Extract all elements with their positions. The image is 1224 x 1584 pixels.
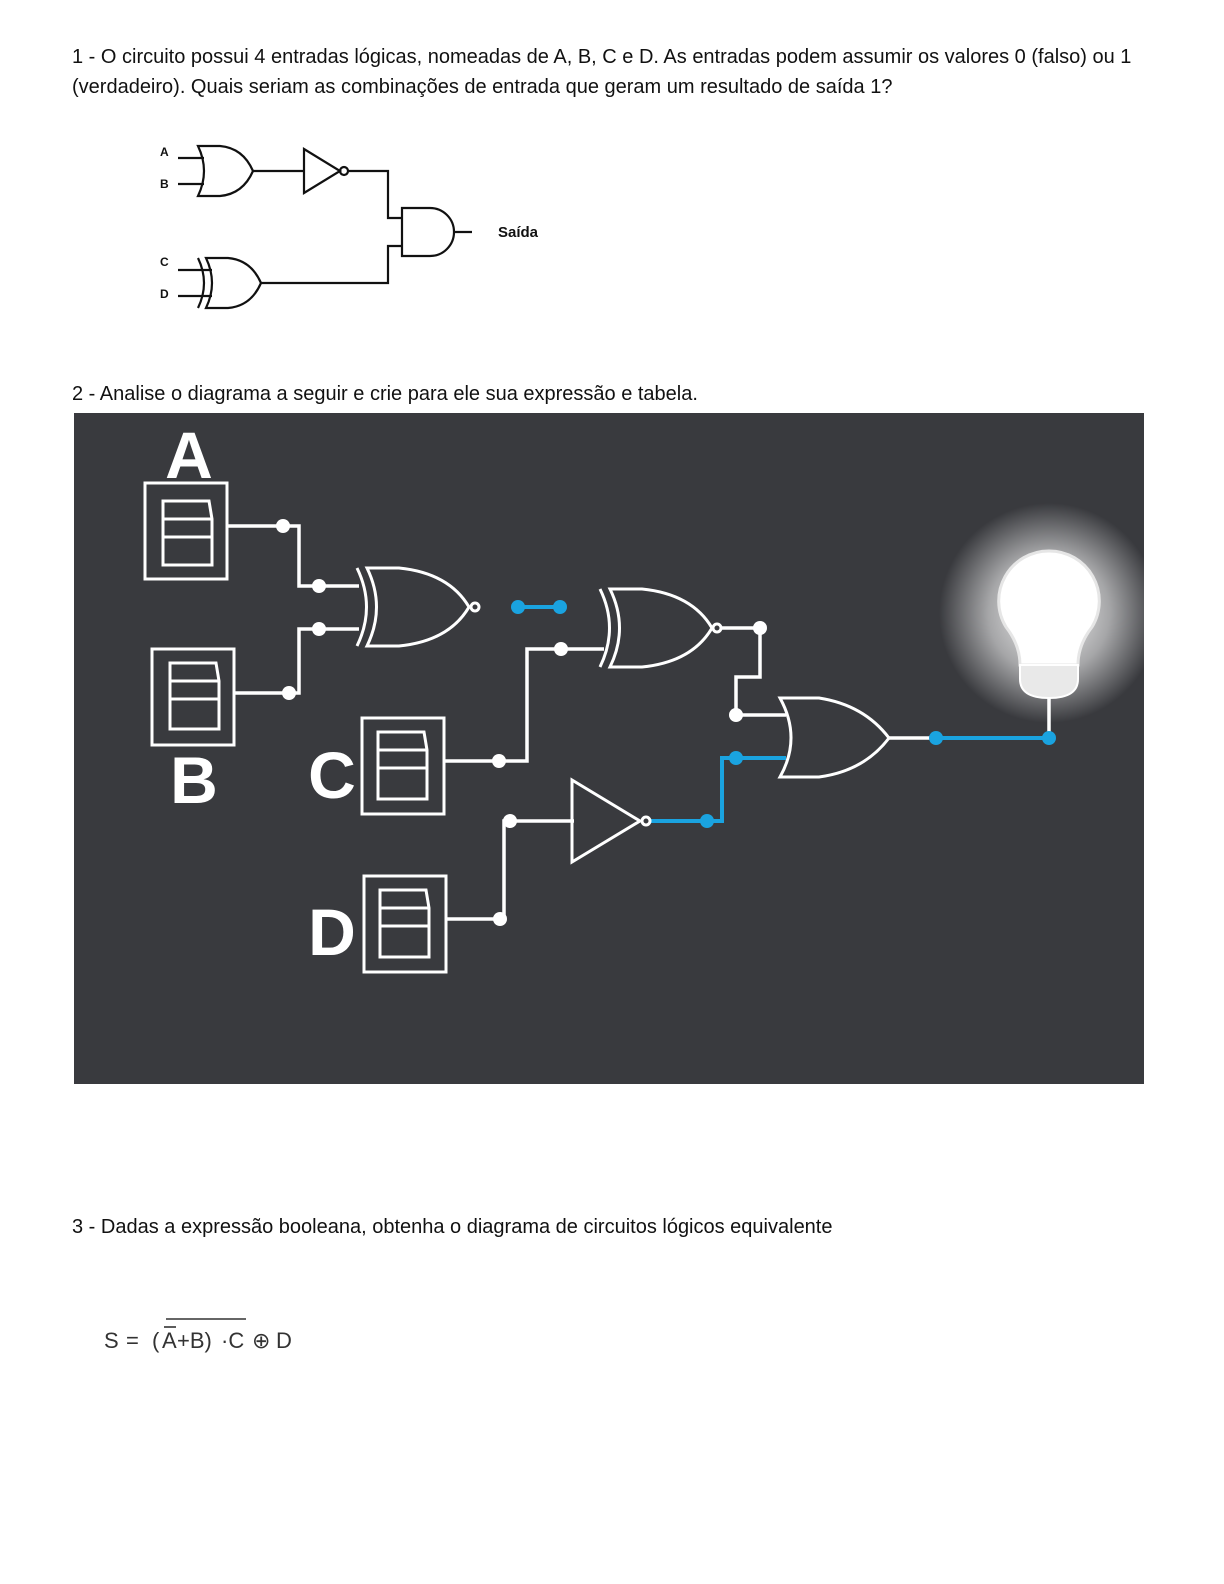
xor-gate-2-body <box>607 587 714 669</box>
switch-b[interactable] <box>150 647 236 747</box>
switch-label-b: B <box>170 743 218 817</box>
switch-c[interactable] <box>360 716 446 816</box>
switch-a[interactable] <box>143 481 229 581</box>
or-gate-ab <box>196 144 255 198</box>
input-label-b: B <box>160 177 169 191</box>
diagram-background <box>74 413 1144 1084</box>
expr-xor: ⊕ <box>252 1328 270 1353</box>
expr-open-paren: ( <box>152 1328 160 1353</box>
not-gate <box>302 147 343 195</box>
switch-label-c: C <box>308 738 356 812</box>
input-label-c: C <box>160 255 169 269</box>
xor-gate-1 <box>355 567 368 647</box>
xor-gate-1-body <box>364 566 471 648</box>
switch-label-d: D <box>308 895 356 969</box>
output-label: Saída <box>498 224 539 241</box>
logic-circuit-diagram-2: A B C D <box>74 413 1144 1084</box>
xor-gate-cd <box>204 256 263 310</box>
question-1-text: 1 - O circuito possui 4 entradas lógicas… <box>72 46 1132 98</box>
input-label-d: D <box>160 287 169 301</box>
expr-dot-c: ·C <box>221 1328 244 1353</box>
wire-d <box>446 819 574 921</box>
wire-c <box>444 647 604 763</box>
logic-circuit-diagram-1: A B C D Saída <box>160 144 539 310</box>
expr-d: D <box>276 1328 292 1353</box>
expr-a: A <box>162 1328 177 1353</box>
switch-d[interactable] <box>362 874 448 974</box>
input-label-a: A <box>160 145 169 159</box>
question-2-text: 2 - Analise o diagrama a seguir e crie p… <box>72 383 698 405</box>
switch-label-a: A <box>165 418 213 492</box>
expr-equals: = <box>126 1328 139 1353</box>
light-bulb-icon <box>939 503 1144 723</box>
question-3-text: 3 - Dadas a expressão booleana, obtenha … <box>72 1216 833 1238</box>
xor-gate-2 <box>598 588 611 668</box>
boolean-expression: S = ( A +B) ·C ⊕ D <box>104 1318 292 1353</box>
expr-plus-b: +B) <box>177 1328 212 1353</box>
or-gate <box>777 696 891 779</box>
and-gate <box>400 206 456 258</box>
wire-not-to-or <box>650 756 786 823</box>
expr-s: S <box>104 1328 119 1353</box>
not-gate <box>570 777 643 865</box>
